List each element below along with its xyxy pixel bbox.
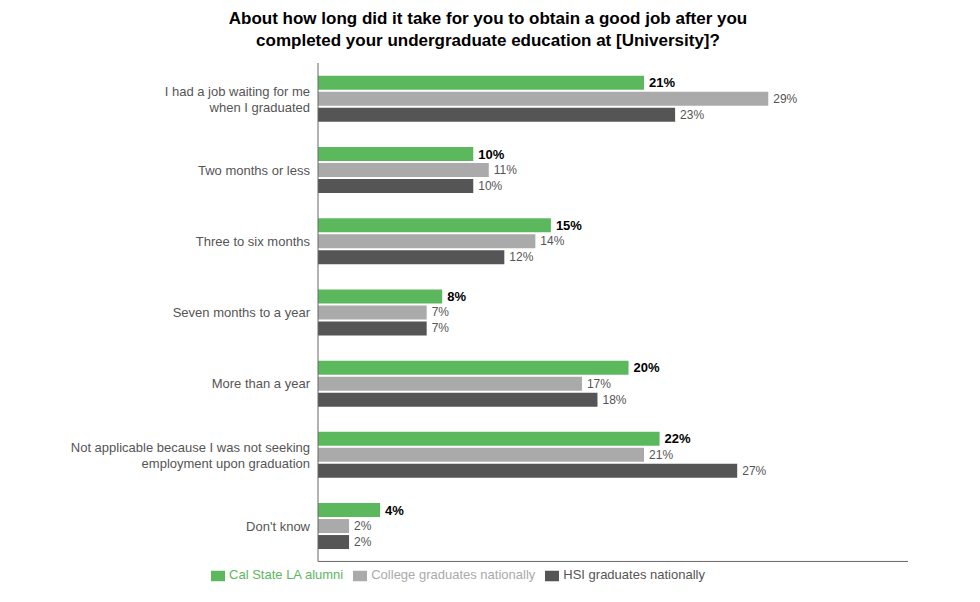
svg-text:23%: 23% [680,108,704,122]
svg-text:17%: 17% [587,377,611,391]
svg-text:Don't know: Don't know [246,518,311,533]
svg-text:2%: 2% [354,519,372,533]
svg-text:7%: 7% [432,321,450,335]
svg-text:Three to six months: Three to six months [196,234,311,249]
html-text:Cal State LA alumni: Cal State LA alumni [229,567,344,583]
svg-text:Seven months to a year: Seven months to a year [173,305,311,320]
svg-text:2%: 2% [354,535,372,549]
svg-text:15%: 15% [556,218,582,233]
svg-text:Not applicable because I was n: Not applicable because I was not seeking… [71,439,310,470]
svg-text:Two months or less: Two months or less [198,162,310,177]
html-text:HSI graduates nationally: HSI graduates nationally [563,567,705,583]
svg-text:4%: 4% [385,503,404,518]
svg-text:21%: 21% [649,75,675,90]
svg-text:29%: 29% [773,92,797,106]
svg-text:8%: 8% [447,289,466,304]
svg-text:12%: 12% [509,250,533,264]
svg-text:20%: 20% [634,360,660,375]
svg-text:I had a job waiting for mewhen: I had a job waiting for mewhen I graduat… [165,83,310,114]
svg-text:27%: 27% [742,464,766,478]
svg-text:18%: 18% [602,393,626,407]
svg-text:14%: 14% [540,234,564,248]
svg-text:More than a year: More than a year [212,376,311,391]
svg-text:22%: 22% [665,431,691,446]
html-text:College graduates nationally: College graduates nationally [371,567,536,583]
svg-text:11%: 11% [494,163,517,177]
html-text:About how long did it take for: About how long did it take for you to ob… [228,9,748,28]
svg-text:21%: 21% [649,448,673,462]
svg-text:10%: 10% [478,179,502,193]
svg-text:7%: 7% [432,305,450,319]
svg-text:10%: 10% [478,147,504,162]
html-text:completed your undergraduate e: completed your undergraduate education a… [256,31,720,50]
